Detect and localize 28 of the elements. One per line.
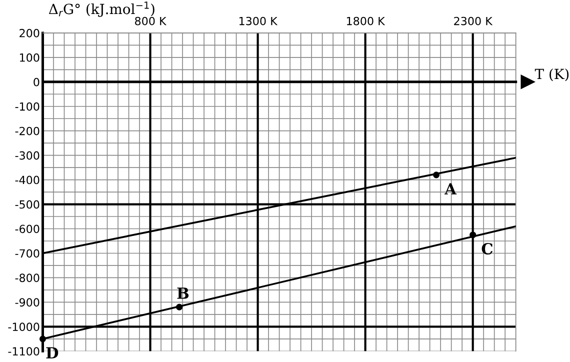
y-tick-label: 200 [20,28,40,38]
annotation: A [444,183,457,194]
y-axis-title: Δ$_{r}$G° (kJ.mol$^{−1}$) [48,2,154,17]
y-tick-label: 0 [34,78,40,86]
point [176,304,183,310]
y-tick-label: -400 [15,176,40,184]
y-tick-label: -500 [15,200,40,209]
x-axis-title: T (K) [534,68,569,82]
x-tick-label: 2300 K [454,16,493,26]
x-tick-label: 1300 K [239,16,278,26]
y-tick-label: -700 [15,249,40,258]
y-tick-label: -200 [15,126,40,136]
y-tick-label: 100 [20,53,40,62]
y-tick-label: -300 [15,151,40,160]
point [470,232,476,238]
point [432,172,440,178]
annotation: B [177,288,189,299]
annotation: D [46,347,58,358]
y-tick-label: -900 [15,298,40,307]
y-tick-label: -600 [15,224,40,234]
x-tick-label: 1800 K [346,16,386,26]
y-tick-label: -800 [15,274,40,282]
point [39,336,46,342]
y-tick-label: -1100 [8,347,40,356]
y-tick-label: -100 [15,102,40,111]
annotation: C [482,242,493,255]
x-tick-label: 800 K [135,16,167,26]
y-tick-label: -1000 [8,322,40,332]
